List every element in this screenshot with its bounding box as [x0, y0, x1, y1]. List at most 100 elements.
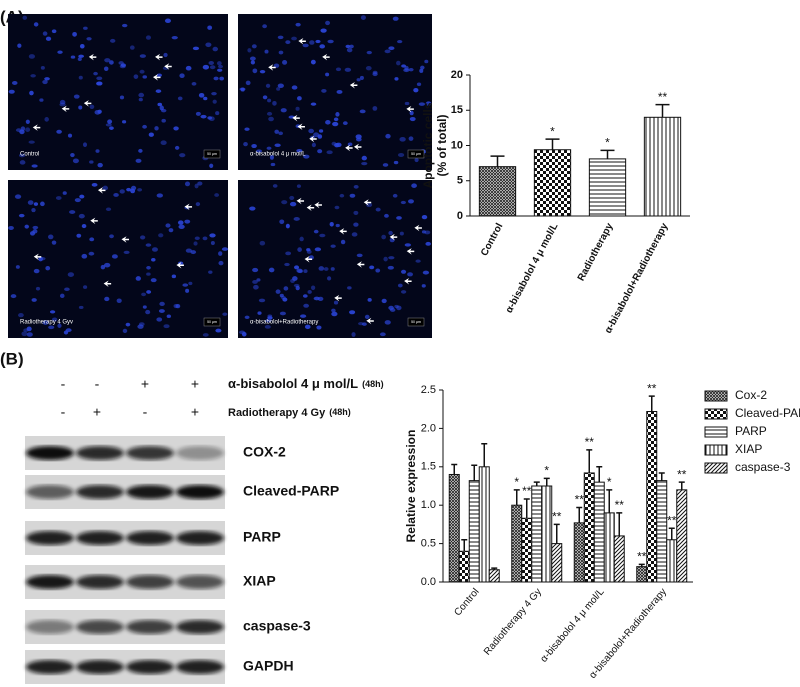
nucleus: [251, 144, 257, 149]
bar: [458, 550, 470, 583]
nucleus: [207, 116, 213, 120]
nucleus: [268, 267, 275, 273]
y-axis-label: Relative expression: [404, 430, 418, 543]
nucleus: [44, 117, 49, 122]
nucleus: [138, 322, 145, 327]
error-bar: [678, 481, 685, 490]
nucleus: [8, 89, 15, 94]
nucleus: [239, 87, 246, 91]
nucleus: [156, 73, 162, 77]
nucleus: [67, 133, 73, 138]
nucleus: [45, 36, 52, 41]
nucleus: [289, 201, 297, 207]
nucleus: [203, 96, 208, 101]
nucleus: [33, 202, 39, 206]
nucleus: [249, 206, 256, 211]
nucleus: [49, 310, 56, 314]
nucleus: [33, 268, 40, 274]
nucleus: [79, 194, 85, 199]
arrow: [404, 277, 412, 285]
arrow: [176, 262, 184, 269]
nucleus: [382, 163, 389, 167]
nucleus: [130, 188, 136, 194]
nucleus: [158, 309, 165, 313]
nucleus: [302, 43, 309, 48]
nucleus: [122, 23, 128, 28]
nucleus: [139, 54, 147, 58]
nucleus: [215, 328, 222, 333]
nucleus: [315, 39, 321, 44]
scale-bar-label: 50 μm: [411, 320, 421, 324]
nucleus: [307, 290, 312, 294]
nucleus: [96, 76, 103, 81]
significance: **: [575, 493, 585, 507]
nucleus: [353, 222, 359, 227]
nucleus: [396, 216, 402, 220]
nucleus: [329, 222, 334, 227]
nucleus: [30, 74, 36, 78]
nucleus: [289, 195, 295, 200]
nucleus: [277, 35, 284, 40]
nucleus: [313, 296, 320, 301]
nucleus: [297, 247, 302, 252]
blot-row: [25, 610, 225, 644]
nucleus: [372, 72, 378, 77]
nucleus: [218, 251, 223, 256]
nucleus: [103, 262, 111, 268]
x-tick-label: Control: [479, 221, 506, 258]
arrow: [406, 248, 415, 255]
arrow: [297, 123, 305, 131]
nucleus: [159, 301, 165, 306]
arrow: [97, 187, 106, 194]
nucleus: [334, 143, 340, 148]
nucleus: [197, 181, 203, 186]
arrow: [366, 317, 374, 325]
nucleus: [291, 36, 297, 41]
nucleus: [110, 38, 116, 43]
nucleus: [415, 259, 421, 263]
y-tick-label: 0.0: [421, 576, 436, 588]
nucleus: [93, 71, 98, 76]
nucleus: [107, 119, 113, 124]
nucleus: [25, 119, 30, 125]
nucleus: [97, 109, 102, 114]
blot-band: [126, 660, 174, 674]
nucleus: [414, 157, 419, 163]
treatment-sign: -: [61, 404, 66, 420]
arrow: [314, 201, 322, 209]
nucleus: [351, 232, 358, 237]
nucleus: [272, 184, 278, 188]
nucleus: [28, 54, 36, 59]
x-tick-label: Radiotherapy: [576, 221, 616, 283]
blot-band: [176, 485, 224, 499]
arrow: [298, 38, 306, 45]
arrow: [363, 199, 372, 206]
bar: [521, 517, 533, 583]
nucleus: [282, 60, 288, 65]
arrow: [306, 204, 315, 211]
nucleus: [195, 202, 201, 207]
nucleus: [29, 231, 36, 236]
x-tick-label: α-bisabolol 4 μ mol/L: [539, 586, 607, 664]
nucleus: [319, 233, 326, 238]
nucleus: [146, 266, 151, 270]
nucleus: [409, 116, 416, 122]
nucleus: [349, 193, 356, 198]
nucleus: [285, 40, 291, 45]
blot-band: [26, 485, 74, 499]
nucleus: [48, 325, 55, 330]
nucleus: [150, 278, 157, 283]
significance: *: [607, 475, 612, 489]
error-bar: [638, 563, 645, 567]
nucleus: [257, 311, 262, 315]
arrow: [389, 233, 398, 241]
blot-band: [176, 620, 224, 634]
nucleus: [281, 200, 288, 205]
nucleus: [418, 102, 425, 106]
nucleus: [425, 101, 432, 106]
nucleus: [360, 15, 366, 20]
nucleus: [73, 94, 80, 99]
y-tick-label: 1.0: [421, 499, 436, 511]
nucleus: [399, 136, 406, 142]
nucleus: [394, 77, 399, 81]
